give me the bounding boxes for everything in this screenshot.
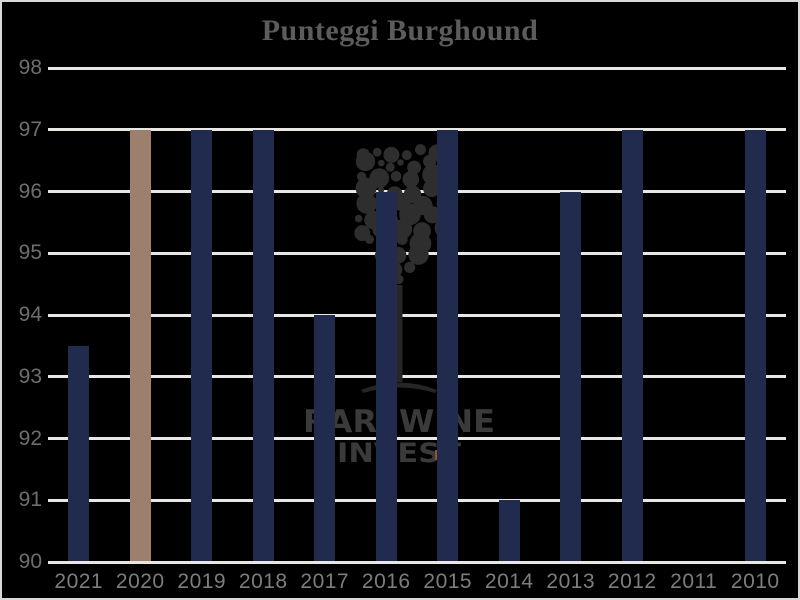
x-axis-tick-2019: 2019 xyxy=(177,570,227,593)
gridline-90 xyxy=(48,560,786,564)
wine-glass-base-icon xyxy=(361,382,437,393)
y-axis-tick-94: 94 xyxy=(18,303,42,326)
bar-2016 xyxy=(375,191,397,562)
bar-2012 xyxy=(621,129,643,562)
bar-2021 xyxy=(68,345,90,562)
gridline-92 xyxy=(48,437,786,440)
y-axis-tick-91: 91 xyxy=(18,488,42,512)
x-axis-tick-2012: 2012 xyxy=(607,570,657,593)
bar-2018 xyxy=(252,129,274,562)
x-axis-tick-2020: 2020 xyxy=(115,570,165,593)
bar-2017 xyxy=(314,315,336,562)
gridline-91 xyxy=(48,498,786,502)
y-axis-tick-93: 93 xyxy=(18,364,42,388)
y-axis-tick-96: 96 xyxy=(18,179,42,203)
gridline-97 xyxy=(48,128,786,132)
gridline-98 xyxy=(48,66,786,70)
bar-2020 xyxy=(129,129,151,562)
bar-2013 xyxy=(560,191,582,562)
bar-2014 xyxy=(498,500,520,562)
bar-2010 xyxy=(744,129,766,562)
gridline-96 xyxy=(48,190,786,193)
x-axis-tick-2014: 2014 xyxy=(484,570,534,593)
x-axis-tick-2017: 2017 xyxy=(300,570,350,593)
wine-glass-stem-icon xyxy=(396,285,403,382)
x-axis-tick-2011: 2011 xyxy=(670,570,718,593)
gridline-95 xyxy=(48,251,786,255)
gridline-93 xyxy=(48,375,786,379)
x-axis-tick-2018: 2018 xyxy=(238,570,288,593)
x-axis-tick-2021: 2021 xyxy=(54,570,104,593)
bar-2019 xyxy=(191,129,213,562)
y-axis-tick-95: 95 xyxy=(18,241,42,265)
y-axis-tick-97: 97 xyxy=(18,117,42,141)
x-axis-tick-2015: 2015 xyxy=(423,570,473,593)
gridline-94 xyxy=(48,313,786,317)
chart-title: Punteggi Burghound xyxy=(261,14,539,47)
x-axis-tick-2016: 2016 xyxy=(361,570,411,593)
x-axis-tick-2010: 2010 xyxy=(730,570,780,593)
bar-2015 xyxy=(437,129,459,562)
y-axis-tick-98: 98 xyxy=(18,56,42,79)
y-axis-tick-92: 92 xyxy=(18,426,42,450)
x-axis-tick-2013: 2013 xyxy=(546,570,596,593)
y-axis-tick-90: 90 xyxy=(18,550,42,573)
